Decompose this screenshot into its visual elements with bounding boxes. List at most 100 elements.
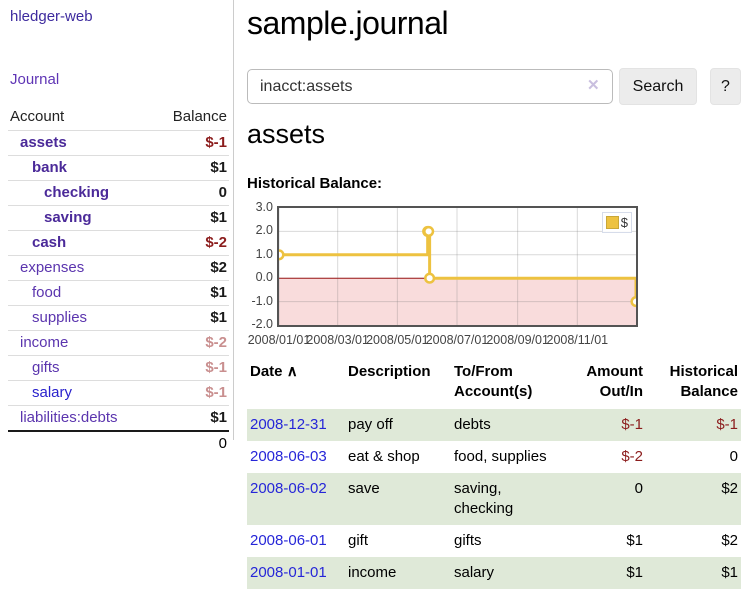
register-table: Date ∧ Description To/From Account(s) Am… (247, 360, 741, 589)
account-link-bank[interactable]: bank (32, 159, 68, 176)
account-row: supplies $1 (8, 305, 229, 331)
transaction-account: saving, checking (451, 473, 554, 525)
accounts-table: Account Balance assets $-1 bank $1 check… (8, 104, 229, 455)
transaction-balance: $2 (721, 532, 738, 549)
page-title: sample.journal (247, 5, 449, 41)
transaction-amount: $-1 (554, 409, 646, 441)
account-link-income[interactable]: income (20, 334, 69, 351)
transaction-date-link[interactable]: 2008-06-03 (250, 448, 327, 465)
transaction-balance: 0 (729, 448, 738, 465)
account-balance: $-2 (153, 230, 229, 256)
x-axis-tick-label: 2008/11/01 (546, 333, 609, 347)
transaction-description: eat & shop (348, 448, 420, 465)
accounts-header-account: Account (10, 108, 65, 125)
y-axis-tick-label: 2.0 (255, 223, 273, 238)
y-axis-tick-label: -1.0 (251, 293, 273, 308)
transaction-date-link[interactable]: 2008-06-01 (250, 532, 327, 549)
sidebar-divider (233, 0, 234, 440)
transaction-date-link[interactable]: 2008-12-31 (250, 416, 327, 433)
x-axis-tick-label: 2008/09/01 (486, 333, 549, 347)
chart-plot-area: $ (277, 206, 638, 327)
account-heading: assets (247, 119, 326, 149)
x-axis-tick-label: 2008/01/01 (247, 333, 311, 347)
transaction-amount: $-2 (621, 448, 643, 465)
account-link-checking[interactable]: checking (44, 184, 110, 201)
account-row: saving $1 (8, 205, 229, 231)
register-header-balance: Historical Balance (669, 363, 738, 400)
nav-journal-link[interactable]: Journal (10, 71, 60, 88)
search-button[interactable]: Search (619, 68, 697, 105)
account-row: gifts $-1 (8, 355, 229, 381)
account-row: bank $1 (8, 155, 229, 181)
account-row: expenses $2 (8, 255, 229, 281)
legend-label: $ (620, 215, 628, 230)
account-link-expenses[interactable]: expenses (20, 259, 85, 276)
brand-link[interactable]: hledger-web (10, 8, 93, 25)
account-link-liabilities-debts[interactable]: liabilities:debts (20, 409, 118, 426)
transaction-amount: $1 (554, 557, 646, 589)
register-row: 2008-06-03 eat & shop food, supplies $-2… (247, 441, 741, 473)
transaction-account: food, supplies (454, 448, 547, 465)
account-row: checking 0 (8, 180, 229, 206)
account-balance: $-1 (153, 380, 229, 406)
account-link-saving[interactable]: saving (44, 209, 92, 226)
x-axis-tick-label: 2008/05/01 (366, 333, 429, 347)
historical-balance-chart: $ 3.0 2.0 1.0 0.0 -1.0 -2.0 2008/01/01 2008/03/… (247, 200, 742, 350)
register-row: 2008-01-01 income salary $1 $1 (247, 557, 741, 589)
account-balance: $1 (153, 205, 229, 231)
y-axis-tick-label: 0.0 (255, 270, 273, 285)
chart-heading: Historical Balance: (247, 175, 383, 192)
transaction-amount: 0 (554, 473, 646, 525)
transaction-account: debts (451, 409, 554, 441)
transaction-balance: $2 (646, 473, 741, 525)
register-row: 2008-12-31 pay off debts $-1 $-1 (247, 409, 741, 441)
register-header-date[interactable]: Date ∧ (250, 363, 298, 380)
register-header-description: Description (348, 363, 431, 380)
transaction-description: save (345, 473, 451, 525)
account-link-cash[interactable]: cash (32, 234, 67, 251)
accounts-total-row: 0 (8, 430, 229, 455)
account-link-food[interactable]: food (32, 284, 62, 301)
search-input[interactable] (247, 69, 613, 104)
x-axis-tick-label: 2008/07/01 (425, 333, 489, 347)
account-balance: $1 (153, 155, 229, 181)
account-row: cash $-2 (8, 230, 229, 256)
y-axis-tick-label: 3.0 (255, 200, 273, 214)
transaction-description: pay off (345, 409, 451, 441)
account-balance: 0 (153, 180, 229, 206)
help-button[interactable]: ? (710, 68, 741, 105)
account-balance: $-1 (153, 355, 229, 381)
register-row: 2008-06-01 gift gifts $1 $2 (247, 525, 741, 557)
transaction-amount: $1 (626, 532, 643, 549)
transaction-date-link[interactable]: 2008-01-01 (250, 564, 327, 581)
x-axis-tick-label: 2008/03/01 (306, 333, 369, 347)
accounts-header-row: Account Balance (8, 104, 229, 131)
account-row: food $1 (8, 280, 229, 306)
main-content: sample.journal ✕ Search ? assets Histori… (247, 0, 742, 589)
account-link-assets[interactable]: assets (20, 134, 67, 151)
transaction-balance: $1 (646, 557, 741, 589)
account-balance: $-2 (153, 330, 229, 356)
transaction-balance: $-1 (646, 409, 741, 441)
account-balance: $1 (153, 305, 229, 331)
account-row: assets $-1 (8, 130, 229, 156)
account-row: salary $-1 (8, 380, 229, 406)
transaction-account: salary (451, 557, 554, 589)
transaction-date-link[interactable]: 2008-06-02 (250, 480, 327, 497)
transaction-description: gift (348, 532, 369, 549)
accounts-total-value: 0 (153, 430, 229, 455)
clear-search-icon[interactable]: ✕ (587, 77, 600, 94)
register-header-account: To/From Account(s) (454, 363, 533, 400)
account-link-supplies[interactable]: supplies (32, 309, 88, 326)
y-axis-tick-label: -2.0 (251, 317, 273, 331)
accounts-header-balance: Balance (172, 108, 227, 125)
account-link-gifts[interactable]: gifts (32, 359, 60, 376)
legend-swatch-icon (605, 216, 619, 229)
transaction-account: gifts (454, 532, 482, 549)
sort-asc-icon: ∧ (286, 363, 298, 380)
account-row: liabilities:debts $1 (8, 405, 229, 431)
register-header-amount: Amount Out/In (586, 363, 643, 400)
y-axis-tick-label: 1.0 (255, 246, 273, 261)
account-link-salary[interactable]: salary (32, 384, 73, 401)
account-balance: $1 (153, 405, 229, 431)
